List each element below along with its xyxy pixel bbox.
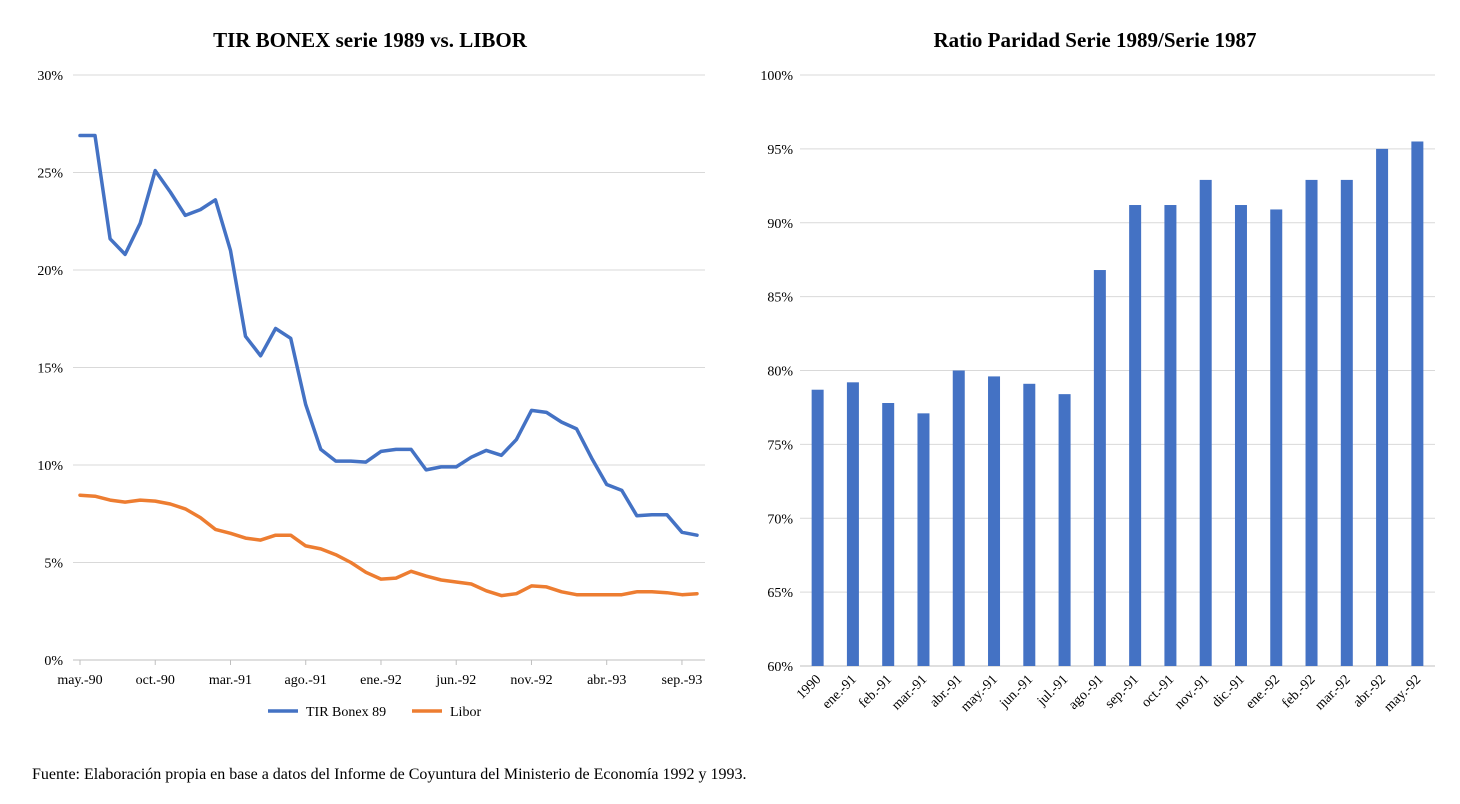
bar-chart-y-tick-label: 100% — [760, 69, 793, 84]
bar — [1270, 209, 1283, 666]
legend-label: TIR Bonex 89 — [306, 705, 386, 720]
bar-chart-y-tick-label: 70% — [767, 512, 793, 527]
line-chart-x-tick-label: nov.-92 — [510, 673, 552, 688]
bar — [1340, 179, 1353, 666]
bar — [1093, 270, 1106, 666]
bar-chart-x-tick-label: feb.-91 — [856, 672, 895, 711]
line-series-tir-bonex-89 — [78, 133, 699, 537]
bar-chart-y-tick-label: 65% — [767, 586, 793, 601]
bar — [988, 376, 1001, 666]
bar-chart-x-tick-label: 1990 — [794, 672, 824, 702]
line-chart-legend: TIR Bonex 89 Libor — [268, 705, 481, 720]
line-chart-y-tick-label: 30% — [37, 69, 63, 84]
line-chart-x-tick-label: mar.-91 — [209, 673, 252, 688]
bar-chart-x-tick-label: mar.-92 — [1313, 672, 1354, 713]
bar-chart-x-tick-label: dic.-91 — [1209, 672, 1247, 710]
bar-chart-title: Ratio Paridad Serie 1989/Serie 1987 — [933, 28, 1257, 52]
bar-chart-x-tick-label: mar.-91 — [889, 672, 930, 713]
bar — [1129, 205, 1142, 666]
line-chart-x-tick-label: abr.-93 — [587, 673, 626, 688]
bar — [1376, 148, 1389, 666]
bar-chart-y-tick-label: 90% — [767, 217, 793, 232]
bar-chart-x-tick-label: oct.-91 — [1139, 672, 1177, 710]
line-chart-y-tick-label: 25% — [37, 167, 63, 182]
bar-chart-x-tick-label: jun.-91 — [996, 672, 1036, 712]
bar — [811, 389, 824, 666]
bar-chart: 60%65%70%75%80%85%90%95%100%1990ene.-91f… — [760, 69, 1435, 715]
bar — [1058, 394, 1071, 666]
line-chart-y-tick-label: 15% — [37, 362, 63, 377]
bar-chart-y-tick-label: 95% — [767, 143, 793, 158]
bar-chart-y-tick-label: 75% — [767, 438, 793, 453]
line-chart-x-tick-label: ago.-91 — [285, 673, 327, 688]
bar — [1234, 205, 1247, 666]
line-series-libor — [78, 493, 699, 598]
bar-chart-y-tick-label: 80% — [767, 365, 793, 380]
line-chart-y-tick-label: 10% — [37, 459, 63, 474]
line-chart-x-tick-label: oct.-90 — [136, 673, 175, 688]
source-note: Fuente: Elaboración propia en base a dat… — [32, 766, 747, 783]
bar-chart-y-tick-label: 85% — [767, 291, 793, 306]
bar-chart-x-tick-label: jul.-91 — [1034, 672, 1071, 709]
legend-label: Libor — [450, 705, 481, 720]
bar — [917, 413, 930, 666]
line-chart-y-tick-label: 0% — [44, 654, 63, 669]
bar — [1411, 141, 1424, 667]
line-chart-y-tick-label: 20% — [37, 264, 63, 279]
bar — [846, 382, 859, 666]
bar — [882, 403, 895, 666]
bar-chart-x-tick-label: may.-91 — [958, 672, 1001, 715]
line-chart-x-tick-label: ene.-92 — [360, 673, 402, 688]
line-chart-title: TIR BONEX serie 1989 vs. LIBOR — [213, 28, 527, 52]
bar — [1305, 179, 1318, 666]
bar-chart-x-tick-label: feb.-92 — [1279, 672, 1318, 711]
bar-chart-x-tick-label: may.-92 — [1382, 672, 1425, 715]
bar-chart-x-tick-label: ago.-91 — [1066, 672, 1107, 713]
line-chart-x-tick-label: jun.-92 — [435, 673, 476, 688]
bar — [952, 370, 965, 666]
bar — [1023, 383, 1036, 666]
bar — [1164, 205, 1177, 666]
bar-chart-x-tick-label: ene.-91 — [820, 672, 860, 712]
line-chart-x-tick-label: may.-90 — [57, 673, 102, 688]
line-chart-y-tick-label: 5% — [44, 557, 63, 572]
line-chart: 0% 5% 10% 15% 20% 25% 30% may.-90 oct.-90 mar.-91… — [37, 69, 705, 720]
line-chart-x-tick-label: sep.-93 — [662, 673, 703, 688]
bar-chart-x-tick-label: ene.-92 — [1243, 672, 1283, 712]
bar-chart-x-tick-label: sep.-91 — [1102, 672, 1141, 711]
bar-chart-x-tick-label: nov.-91 — [1172, 672, 1212, 712]
bar — [1199, 179, 1212, 666]
bar-chart-y-tick-label: 60% — [767, 660, 793, 675]
